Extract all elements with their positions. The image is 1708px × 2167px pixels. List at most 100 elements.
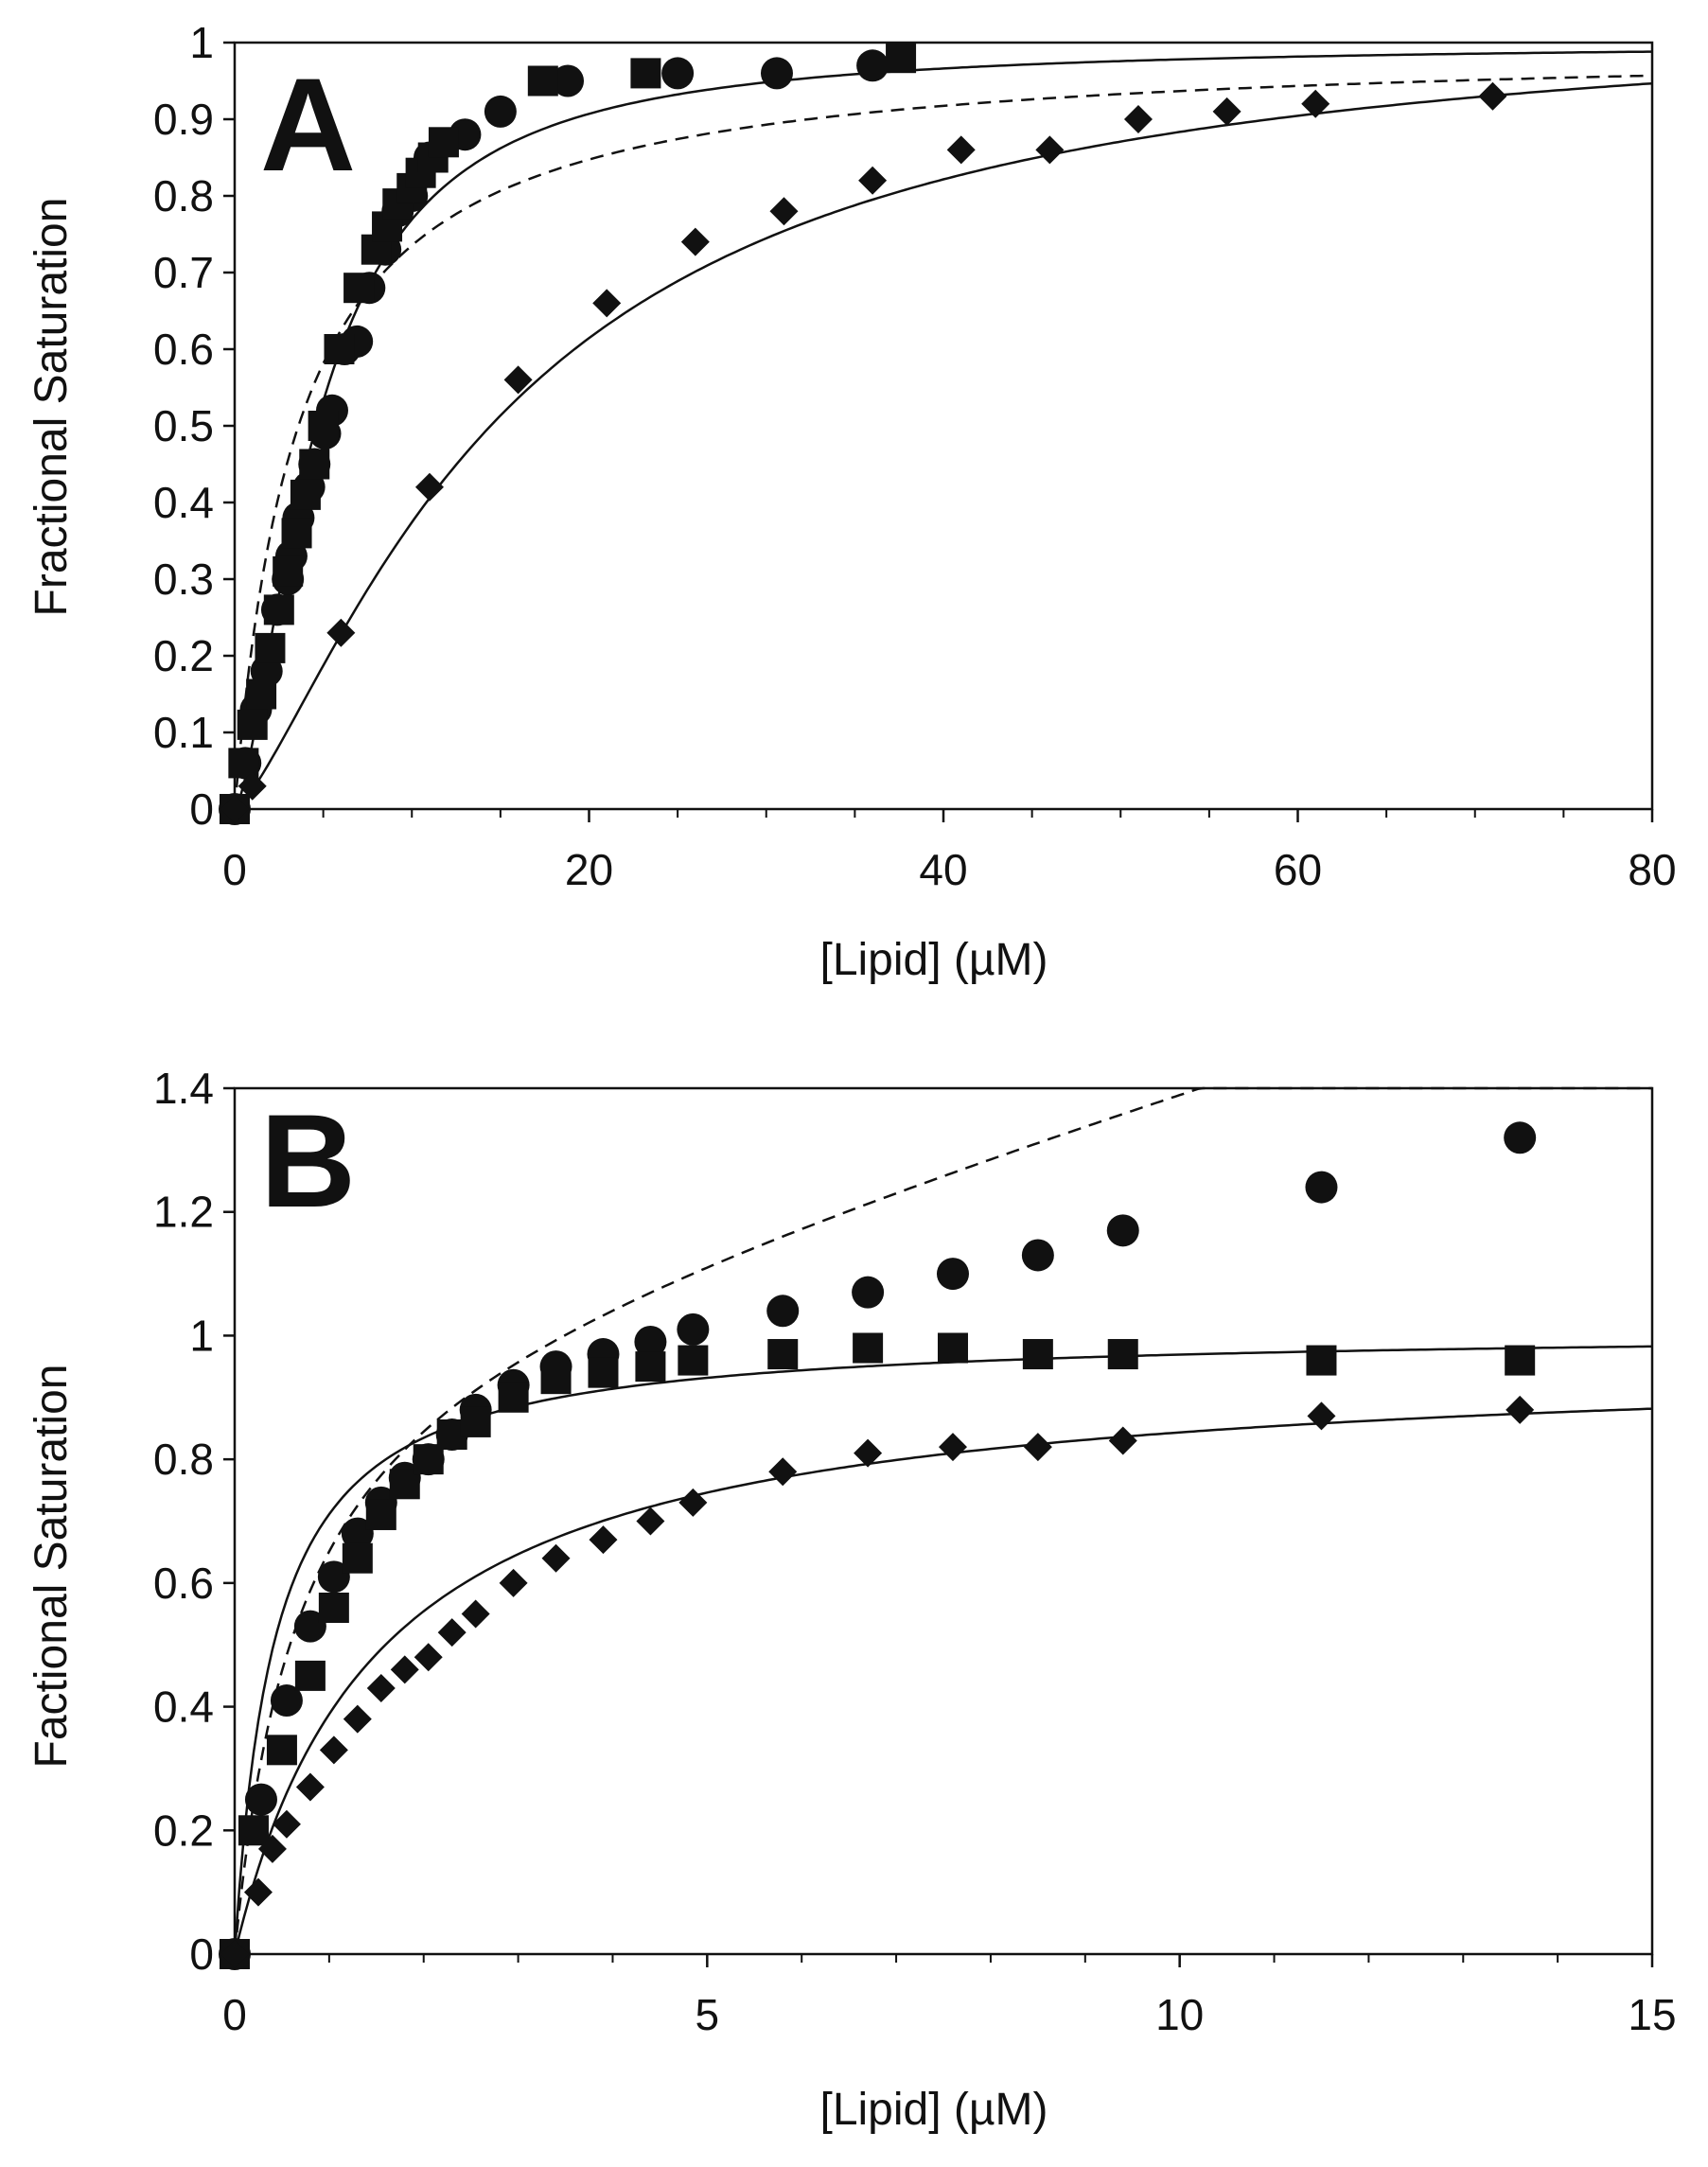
panel-a-y-tick-label: 0.6 <box>153 325 214 374</box>
panel-a-x-axis-title: [Lipid] (µM) <box>819 935 1048 985</box>
panel-b-x-tick-label: 5 <box>696 1990 720 2039</box>
panel-a-squares-point <box>290 479 321 510</box>
panel-b-diamonds-point <box>437 1618 467 1647</box>
panel-a-x-tick-label: 60 <box>1274 845 1322 894</box>
panel-b-diamonds-point <box>243 1877 273 1907</box>
panel-b-circles-point <box>634 1325 667 1358</box>
panel-b-diamonds-point <box>938 1433 967 1462</box>
panel-b-x-tick-label: 15 <box>1628 1990 1676 2039</box>
panel-a-y-tick-label: 0 <box>189 784 214 834</box>
panel-b-label: B <box>260 1086 356 1235</box>
panel-b-squares-point <box>1107 1339 1138 1370</box>
panel-a-circles-point <box>484 95 517 128</box>
panel-b-frame <box>233 1086 1654 1956</box>
panel-a-squares-point <box>237 709 268 740</box>
panel-b-diamonds-point <box>390 1655 419 1684</box>
panel-b-y-tick-label: 0.2 <box>153 1806 214 1855</box>
panel-a-x-tick-label: 0 <box>222 845 247 894</box>
panel-b-x-axis-title: [Lipid] (µM) <box>819 2085 1048 2135</box>
panel-a: 0 0.1 0.2 0.3 0.4 0.5 0.6 0.7 0.8 0.9 1 0 20 40 60 80 A… <box>26 18 1677 985</box>
panel-a-y-tick-label: 0.7 <box>153 248 214 297</box>
panel-b-diamonds-point <box>678 1488 708 1517</box>
panel-a-squares-point <box>886 43 917 74</box>
panel-a-squares-point <box>630 58 661 89</box>
panel-b-diamonds-point <box>499 1568 528 1597</box>
panel-b-squares-point <box>498 1382 529 1413</box>
panel-b-diamonds-point <box>414 1643 443 1672</box>
panel-a-plot-area: 0 0.1 0.2 0.3 0.4 0.5 0.6 0.7 0.8 0.9 1 0 20 40 60 80 <box>153 18 1677 894</box>
panel-b-squares-point <box>1505 1345 1536 1376</box>
panel-a-y-tick-label: 0.5 <box>153 401 214 450</box>
panel-b-y-tick-label: 0.4 <box>153 1683 214 1732</box>
panel-b-diamonds-point <box>541 1543 571 1573</box>
panel-b-circles-point <box>1106 1214 1139 1247</box>
panel-b-circles-point <box>1504 1121 1537 1154</box>
panel-a-y-tick-label: 0.9 <box>153 95 214 144</box>
panel-b-diamonds-fit-line <box>233 1407 1653 1955</box>
panel-a-circles-point <box>552 64 585 97</box>
panel-b-diamonds-point <box>272 1809 301 1839</box>
panel-a-y-tick-label: 0.4 <box>153 478 214 527</box>
panel-b-squares-point <box>238 1815 269 1846</box>
panel-b-y-tick-label: 1.2 <box>153 1188 214 1237</box>
panel-a-squares-point <box>263 594 294 625</box>
panel-b-circles-point <box>244 1783 277 1816</box>
panel-a-x-tick-label: 40 <box>919 845 967 894</box>
panel-b-squares-point <box>1022 1339 1053 1370</box>
panel-a-diamonds-point <box>414 472 444 502</box>
panel-b-diamonds-point <box>636 1506 665 1536</box>
panel-a-diamonds-point <box>1478 81 1507 111</box>
panel-b-y-tick-label: 0.8 <box>153 1435 214 1484</box>
panel-b-squares-point <box>588 1357 619 1388</box>
panel-a-diamonds-point <box>858 166 888 195</box>
panel-a-squares-point <box>527 65 558 97</box>
panel-a-diamonds-point <box>769 197 799 226</box>
panel-b-squares-point <box>460 1406 491 1437</box>
panel-b-diamonds-point <box>1506 1395 1535 1424</box>
panel-b-diamonds-point <box>295 1772 325 1802</box>
panel-a-y-tick-label: 0.2 <box>153 631 214 680</box>
panel-a-circles-point <box>856 49 889 82</box>
panel-b-y-tick-label: 1 <box>189 1311 214 1360</box>
panel-b-squares-point <box>266 1735 297 1766</box>
panel-b-squares-point <box>318 1593 349 1623</box>
panel-a-squares-point <box>324 334 355 364</box>
panel-b-circles-point <box>1021 1239 1054 1272</box>
panel-b-y-axis-title: Factional Saturation <box>26 1365 77 1769</box>
panel-a-diamonds-point <box>1301 89 1330 118</box>
panel-a-squares-point <box>281 518 312 549</box>
panel-a-label: A <box>260 50 356 199</box>
panel-b-diamonds-point <box>343 1704 372 1734</box>
panel-a-diamonds-point <box>680 227 710 256</box>
panel-b-circles-point <box>317 1560 350 1594</box>
panel-a-diamonds-fit-line <box>234 81 1653 811</box>
panel-a-circles-fit-line <box>233 74 1653 810</box>
panel-a-diamonds-point <box>1123 105 1153 133</box>
panel-b-diamonds-point <box>768 1457 798 1487</box>
panel-b-y-tick-label: 0 <box>189 1929 214 1979</box>
panel-a-circles-point <box>661 57 695 90</box>
panel-b-diamonds-point <box>366 1673 396 1702</box>
panel-a-squares-fit-line <box>233 50 1652 810</box>
panel-a-x-tick-label: 20 <box>565 845 613 894</box>
panel-a-diamonds-point <box>503 365 533 395</box>
panel-a-y-tick-label: 0.1 <box>153 708 214 757</box>
panel-b-circles-point <box>677 1313 710 1346</box>
panel-b-circles-point <box>341 1517 374 1550</box>
panel-b-y-tick-label: 0.6 <box>153 1559 214 1608</box>
panel-b-diamonds-point <box>257 1834 287 1863</box>
panel-b-circles-point <box>766 1295 800 1328</box>
panel-b-squares-point <box>294 1660 326 1691</box>
panel-b-squares-point <box>853 1332 884 1364</box>
panel-b-diamonds-point <box>1023 1433 1052 1462</box>
panel-a-diamonds-point <box>592 289 622 318</box>
panel-a-y-axis-title: Fractional Saturation <box>26 198 77 617</box>
panel-b-x-tick-label: 10 <box>1155 1990 1204 2039</box>
panel-a-y-tick-label: 1 <box>189 18 214 67</box>
panel-a-diamonds-point <box>220 795 249 823</box>
panel-b-circles-point <box>1305 1171 1338 1204</box>
panel-a-diamonds-point <box>238 771 267 801</box>
panel-a-x-tick-label: 80 <box>1628 845 1676 894</box>
panel-a-diamonds-point <box>1035 135 1065 165</box>
panel-a-squares-point <box>255 632 286 663</box>
